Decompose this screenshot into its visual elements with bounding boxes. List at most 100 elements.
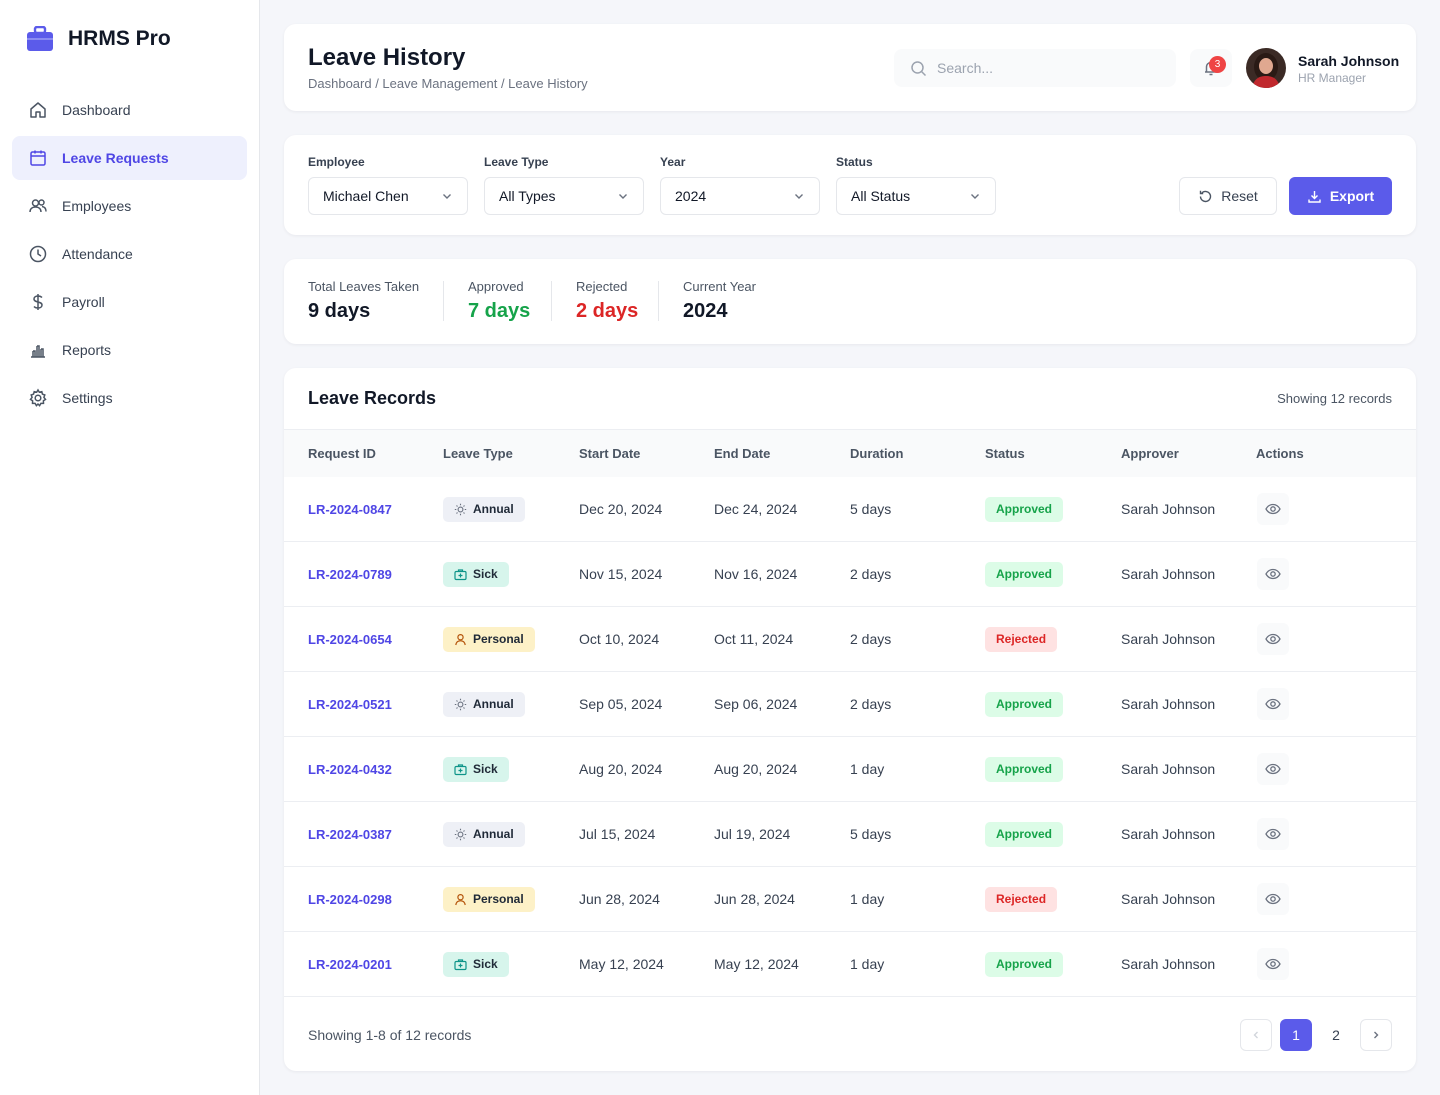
sidebar-item-employees[interactable]: Employees — [12, 184, 247, 228]
sidebar-item-settings[interactable]: Settings — [12, 376, 247, 420]
avatar[interactable] — [1246, 48, 1286, 88]
view-button[interactable] — [1257, 753, 1289, 785]
end-date: Aug 20, 2024 — [714, 761, 798, 777]
leave-type-label: Annual — [473, 502, 514, 516]
view-button[interactable] — [1257, 493, 1289, 525]
brand-name: HRMS Pro — [68, 27, 171, 50]
stat-current-year: Current Year 2024 — [683, 279, 756, 323]
status-select-value: All Status — [851, 188, 911, 204]
duration: 1 day — [850, 891, 885, 907]
reset-button[interactable]: Reset — [1179, 177, 1277, 215]
search-input[interactable] — [937, 60, 1157, 76]
eye-icon — [1265, 633, 1281, 645]
sidebar-nav: Dashboard Leave Requests Employees Atten… — [12, 88, 247, 424]
year-select[interactable]: 2024 — [660, 177, 820, 215]
status-badge: Approved — [985, 691, 1064, 717]
leave-type-label: Sick — [473, 567, 498, 581]
users-icon — [29, 199, 47, 213]
search-icon — [911, 60, 927, 76]
user-avatar-icon — [1246, 48, 1286, 88]
approver: Sarah Johnson — [1121, 761, 1216, 777]
page-header: Leave History Dashboard / Leave Manageme… — [284, 24, 1416, 111]
view-button[interactable] — [1257, 818, 1289, 850]
sidebar-item-attendance[interactable]: Attendance — [12, 232, 247, 276]
status-badge: Approved — [985, 951, 1064, 977]
stat-value: 2024 — [683, 300, 728, 322]
page-button-1[interactable]: 1 — [1280, 1019, 1312, 1051]
divider — [658, 281, 659, 321]
view-button[interactable] — [1257, 688, 1289, 720]
leave-type-badge: Annual — [443, 691, 525, 717]
sidebar-item-leave-requests[interactable]: Leave Requests — [12, 136, 247, 180]
leave-type-select[interactable]: All Types — [484, 177, 644, 215]
prev-page-button[interactable] — [1240, 1019, 1272, 1051]
status-cell: Approved — [985, 737, 1064, 801]
filters-panel: Employee Michael Chen Leave Type All Typ… — [284, 135, 1416, 235]
sun-icon — [454, 503, 467, 515]
table-row: LR-2024-0847 Annual Dec 20, 2024 Dec 24, 20… — [284, 477, 1416, 542]
page-button-2[interactable]: 2 — [1332, 1027, 1340, 1043]
user-name: Sarah Johnson — [1298, 53, 1400, 69]
sidebar-item-dashboard[interactable]: Dashboard — [12, 88, 247, 132]
notifications-button[interactable]: 3 — [1190, 49, 1232, 87]
status-cell: Rejected — [985, 867, 1058, 931]
status-cell: Approved — [985, 477, 1064, 541]
leave-type-badge: Personal — [443, 626, 535, 652]
leave-records: Leave Records Showing 12 records Request… — [284, 368, 1416, 1071]
stat-label: Rejected — [576, 279, 628, 294]
medical-kit-icon — [454, 568, 467, 580]
next-page-button[interactable] — [1360, 1019, 1392, 1051]
stat-value: 2 days — [576, 300, 639, 322]
sun-icon — [454, 828, 467, 840]
view-button[interactable] — [1257, 883, 1289, 915]
brand[interactable]: HRMS Pro — [26, 26, 171, 52]
stat-total: Total Leaves Taken 9 days — [308, 279, 419, 323]
end-date: Jul 19, 2024 — [714, 826, 791, 842]
start-date: Nov 15, 2024 — [579, 566, 663, 582]
eye-icon — [1265, 503, 1281, 515]
request-id-link[interactable]: LR-2024-0201 — [308, 956, 392, 972]
start-date: Jun 28, 2024 — [579, 891, 660, 907]
leave-type-label: Sick — [473, 762, 498, 776]
column-header: End Date — [714, 446, 771, 461]
sidebar-item-label: Attendance — [62, 246, 133, 262]
column-header: Start Date — [579, 446, 641, 461]
stat-value: 7 days — [468, 300, 531, 322]
sidebar-item-label: Employees — [62, 198, 132, 214]
request-id-link[interactable]: LR-2024-0654 — [308, 631, 392, 647]
request-id-link[interactable]: LR-2024-0789 — [308, 566, 392, 582]
actions-cell — [1257, 802, 1289, 866]
column-header: Status — [985, 446, 1025, 461]
person-icon — [455, 893, 466, 905]
leave-type-badge: Annual — [443, 821, 525, 847]
divider — [551, 281, 552, 321]
approver: Sarah Johnson — [1121, 826, 1216, 842]
request-id-link[interactable]: LR-2024-0387 — [308, 826, 392, 842]
employee-select[interactable]: Michael Chen — [308, 177, 468, 215]
view-button[interactable] — [1257, 623, 1289, 655]
leave-type-badge: Sick — [443, 756, 509, 782]
eye-icon — [1265, 893, 1281, 905]
records-count: Showing 12 records — [1277, 391, 1392, 406]
request-id-link[interactable]: LR-2024-0521 — [308, 696, 392, 712]
leave-type-cell: Personal — [443, 607, 535, 671]
actions-cell — [1257, 672, 1289, 736]
sidebar-item-label: Leave Requests — [62, 150, 169, 166]
view-button[interactable] — [1257, 558, 1289, 590]
status-select[interactable]: All Status — [836, 177, 996, 215]
request-id-link[interactable]: LR-2024-0298 — [308, 891, 392, 907]
chevron-down-icon — [971, 194, 979, 199]
year-filter-label: Year — [660, 155, 686, 169]
request-id-link[interactable]: LR-2024-0432 — [308, 761, 392, 777]
sidebar-item-label: Settings — [62, 390, 113, 406]
sidebar-item-payroll[interactable]: Payroll — [12, 280, 247, 324]
sidebar-item-reports[interactable]: Reports — [12, 328, 247, 372]
view-button[interactable] — [1257, 948, 1289, 980]
year-select-value: 2024 — [675, 188, 707, 204]
table-row: LR-2024-0201 Sick May 12, 2024 May 12, 2024… — [284, 932, 1416, 997]
stat-value: 9 days — [308, 300, 371, 322]
end-date: Jun 28, 2024 — [714, 891, 795, 907]
export-button[interactable]: Export — [1289, 177, 1392, 215]
actions-cell — [1257, 737, 1289, 801]
request-id-link[interactable]: LR-2024-0847 — [308, 501, 392, 517]
